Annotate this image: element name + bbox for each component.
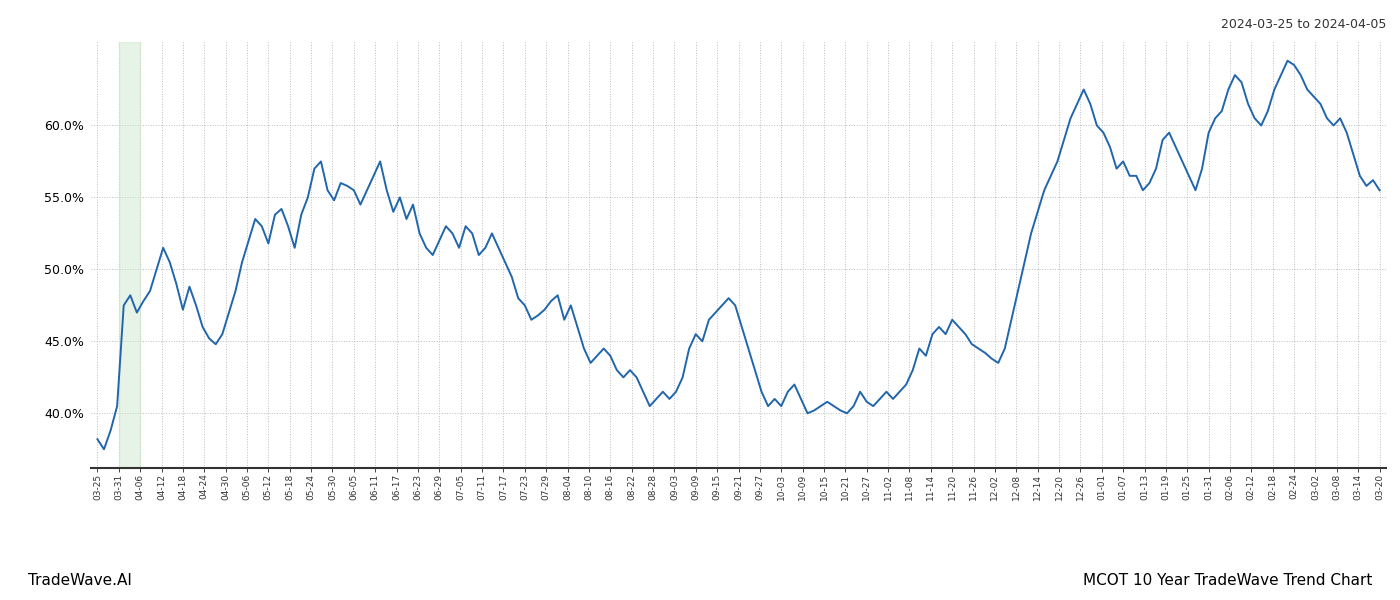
Bar (119, 42, 140, 468)
Text: MCOT 10 Year TradeWave Trend Chart: MCOT 10 Year TradeWave Trend Chart (1082, 573, 1372, 588)
Text: TradeWave.AI: TradeWave.AI (28, 573, 132, 588)
Text: 2024-03-25 to 2024-04-05: 2024-03-25 to 2024-04-05 (1221, 18, 1386, 31)
